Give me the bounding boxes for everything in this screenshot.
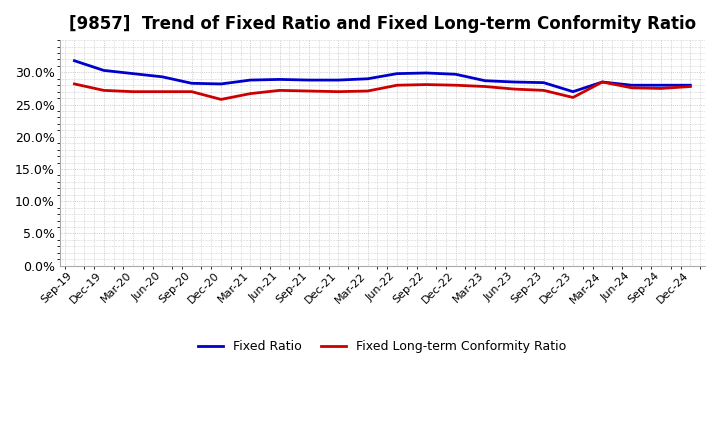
Fixed Long-term Conformity Ratio [392, 83, 401, 88]
Fixed Ratio [686, 83, 695, 88]
Fixed Ratio [451, 72, 460, 77]
Fixed Long-term Conformity Ratio [539, 88, 548, 93]
Line: Fixed Ratio: Fixed Ratio [74, 61, 690, 92]
Fixed Ratio [246, 77, 255, 83]
Fixed Ratio [627, 83, 636, 88]
Fixed Long-term Conformity Ratio [657, 86, 665, 91]
Legend: Fixed Ratio, Fixed Long-term Conformity Ratio: Fixed Ratio, Fixed Long-term Conformity … [194, 335, 571, 358]
Fixed Long-term Conformity Ratio [70, 81, 78, 87]
Fixed Ratio [70, 58, 78, 63]
Fixed Long-term Conformity Ratio [510, 86, 518, 92]
Fixed Ratio [217, 81, 225, 87]
Fixed Long-term Conformity Ratio [569, 95, 577, 100]
Fixed Long-term Conformity Ratio [451, 83, 460, 88]
Fixed Long-term Conformity Ratio [246, 91, 255, 96]
Fixed Long-term Conformity Ratio [422, 82, 431, 87]
Fixed Long-term Conformity Ratio [305, 88, 313, 94]
Fixed Ratio [657, 83, 665, 88]
Fixed Ratio [392, 71, 401, 76]
Fixed Long-term Conformity Ratio [99, 88, 108, 93]
Fixed Ratio [510, 79, 518, 84]
Fixed Long-term Conformity Ratio [627, 85, 636, 91]
Line: Fixed Long-term Conformity Ratio: Fixed Long-term Conformity Ratio [74, 82, 690, 99]
Fixed Long-term Conformity Ratio [129, 89, 138, 94]
Fixed Ratio [598, 79, 607, 84]
Title: [9857]  Trend of Fixed Ratio and Fixed Long-term Conformity Ratio: [9857] Trend of Fixed Ratio and Fixed Lo… [69, 15, 696, 33]
Fixed Ratio [158, 74, 167, 80]
Fixed Ratio [187, 81, 196, 86]
Fixed Ratio [99, 68, 108, 73]
Fixed Long-term Conformity Ratio [158, 89, 167, 94]
Fixed Ratio [539, 80, 548, 85]
Fixed Ratio [569, 89, 577, 94]
Fixed Long-term Conformity Ratio [364, 88, 372, 94]
Fixed Long-term Conformity Ratio [217, 97, 225, 102]
Fixed Long-term Conformity Ratio [481, 84, 490, 89]
Fixed Long-term Conformity Ratio [598, 79, 607, 84]
Fixed Long-term Conformity Ratio [686, 84, 695, 89]
Fixed Long-term Conformity Ratio [187, 89, 196, 94]
Fixed Ratio [305, 77, 313, 83]
Fixed Ratio [364, 76, 372, 81]
Fixed Ratio [334, 77, 343, 83]
Fixed Ratio [275, 77, 284, 82]
Fixed Long-term Conformity Ratio [275, 88, 284, 93]
Fixed Ratio [422, 70, 431, 76]
Fixed Ratio [481, 78, 490, 83]
Fixed Ratio [129, 71, 138, 76]
Fixed Long-term Conformity Ratio [334, 89, 343, 94]
